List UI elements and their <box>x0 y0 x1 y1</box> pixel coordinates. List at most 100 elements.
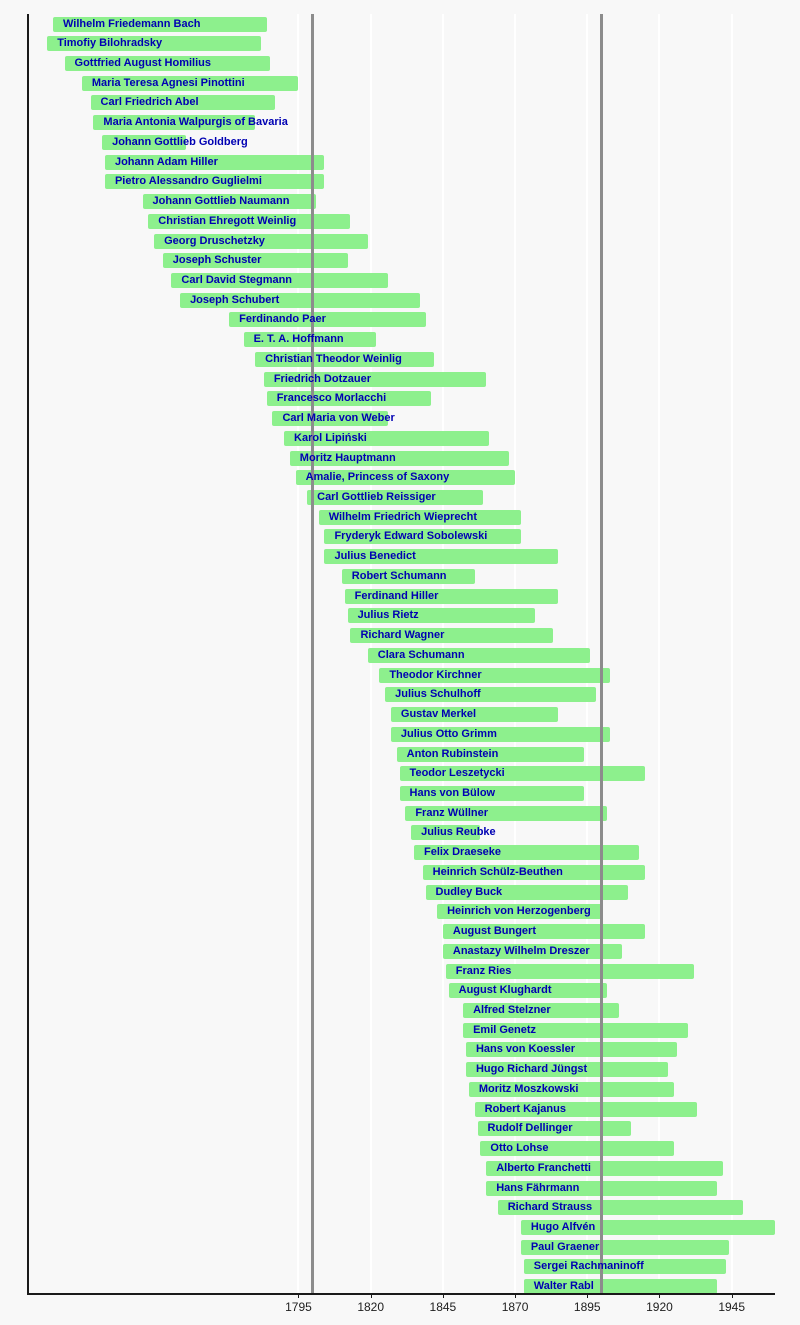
composer-link[interactable]: Maria Antonia Walpurgis of Bavaria <box>103 116 288 129</box>
composer-link[interactable]: Walter Rabl <box>533 1280 594 1293</box>
composer-link[interactable]: Johann Gottlieb Naumann <box>152 195 290 208</box>
composer-link[interactable]: Johann Gottlieb Goldberg <box>112 135 248 148</box>
composer-link[interactable]: Julius Benedict <box>334 550 416 563</box>
composer-link[interactable]: Clara Schumann <box>377 648 465 661</box>
lifespan-bar <box>81 75 299 91</box>
composer-link[interactable]: E. T. A. Hoffmann <box>253 333 344 346</box>
composer-link[interactable]: Alberto Franchetti <box>496 1161 591 1174</box>
composer-link[interactable]: Georg Druschetzky <box>164 234 265 247</box>
lifespan-bar <box>47 36 261 52</box>
composer-link[interactable]: Gustav Merkel <box>400 708 477 721</box>
timeline-row: Hugo Alfvén <box>27 1220 775 1236</box>
composer-link[interactable]: Sergei Rachmaninoff <box>533 1260 644 1273</box>
lifespan-bar <box>272 411 388 427</box>
composer-link[interactable]: August Klughardt <box>458 984 552 997</box>
composer-link[interactable]: Moritz Moszkowski <box>478 1082 579 1095</box>
lifespan-bar <box>445 963 695 979</box>
composer-link[interactable]: Hans Fährmann <box>496 1181 580 1194</box>
composer-link[interactable]: Carl Maria von Weber <box>282 412 395 425</box>
timeline-row: Teodor Leszetycki <box>27 766 775 782</box>
composer-link[interactable]: Anton Rubinstein <box>406 747 499 760</box>
composer-link[interactable]: Julius Reubke <box>421 826 496 839</box>
composer-link[interactable]: Christian Theodor Weinlig <box>265 352 402 365</box>
timeline-row: Julius Schulhoff <box>27 687 775 703</box>
timeline-row: Julius Reubke <box>27 825 775 841</box>
composer-link[interactable]: Teodor Leszetycki <box>409 767 505 780</box>
composer-link[interactable]: Dudley Buck <box>435 885 503 898</box>
timeline-row: Julius Benedict <box>27 549 775 565</box>
composer-link[interactable]: Robert Schumann <box>351 569 447 582</box>
lifespan-bar <box>523 1279 718 1295</box>
composer-link[interactable]: Julius Schulhoff <box>395 688 481 701</box>
composer-link[interactable]: Moritz Hauptmann <box>299 451 396 464</box>
timeline-row: Hans von Koessler <box>27 1042 775 1058</box>
axis-tick <box>731 1293 733 1298</box>
composer-link[interactable]: Timofiy Bilohradsky <box>57 37 163 50</box>
composer-link[interactable]: Heinrich von Herzogenberg <box>447 905 591 918</box>
composer-link[interactable]: Gottfried August Homilius <box>74 56 212 69</box>
composer-link[interactable]: Karol Lipiński <box>294 431 367 444</box>
timeline-row: Heinrich von Herzogenberg <box>27 904 775 920</box>
axis-tick-label: 1945 <box>718 1300 746 1314</box>
composer-link[interactable]: Franz Wüllner <box>415 806 489 819</box>
timeline-row: Clara Schumann <box>27 647 775 663</box>
lifespan-bar <box>425 884 628 900</box>
composer-link[interactable]: Franz Ries <box>455 964 512 977</box>
timeline-row: Georg Druschetzky <box>27 233 775 249</box>
lifespan-bar <box>347 608 536 624</box>
composer-link[interactable]: Francesco Morlacchi <box>276 392 387 405</box>
composer-link[interactable]: Julius Rietz <box>357 609 419 622</box>
composer-link[interactable]: Otto Lohse <box>490 1142 549 1155</box>
axis-tick <box>587 1293 589 1298</box>
lifespan-bar <box>341 568 475 584</box>
composer-link[interactable]: Richard Strauss <box>507 1201 593 1214</box>
lifespan-bar <box>229 312 426 328</box>
lifespan-bar <box>307 490 484 506</box>
composer-link[interactable]: Ferdinand Hiller <box>354 589 439 602</box>
composer-link[interactable]: Anastazy Wilhelm Dreszer <box>452 944 590 957</box>
composer-link[interactable]: Hans von Koessler <box>475 1043 576 1056</box>
composer-link[interactable]: Paul Graener <box>530 1240 600 1253</box>
timeline-row: Dudley Buck <box>27 884 775 900</box>
timeline-row: Gustav Merkel <box>27 707 775 723</box>
lifespan-bar <box>463 1003 620 1018</box>
lifespan-bar <box>411 825 481 841</box>
composer-link[interactable]: August Bungert <box>452 925 536 938</box>
composer-link[interactable]: Maria Teresa Agnesi Pinottini <box>91 76 245 89</box>
composer-link[interactable]: Carl David Stegmann <box>181 273 293 286</box>
composer-link[interactable]: Johann Adam Hiller <box>114 155 218 168</box>
composer-link[interactable]: Wilhelm Friedemann Bach <box>62 17 201 30</box>
composer-link[interactable]: Hugo Alfvén <box>530 1221 596 1234</box>
composer-link[interactable]: Ferdinando Paer <box>239 313 326 326</box>
timeline-row: Felix Draeseke <box>27 845 775 861</box>
lifespan-bar <box>405 805 608 821</box>
composer-link[interactable]: Julius Otto Grimm <box>400 727 497 740</box>
composer-link[interactable]: Alfred Stelzner <box>473 1004 551 1016</box>
timeline-row: Emil Genetz <box>27 1022 775 1038</box>
composer-link[interactable]: Felix Draeseke <box>423 846 502 859</box>
composer-link[interactable]: Wilhelm Friedrich Wieprecht <box>328 510 478 523</box>
timeline-row: Anastazy Wilhelm Dreszer <box>27 943 775 959</box>
composer-link[interactable]: Hugo Richard Jüngst <box>475 1063 588 1076</box>
composer-link[interactable]: Friedrich Dotzauer <box>273 372 371 385</box>
lifespan-bar <box>243 332 377 348</box>
lifespan-bar <box>480 1141 674 1157</box>
composer-link[interactable]: Emil Genetz <box>473 1023 537 1036</box>
lifespan-bar <box>390 707 559 723</box>
composer-link[interactable]: Robert Kajanus <box>484 1102 566 1115</box>
composer-link[interactable]: Heinrich Schülz-Beuthen <box>432 865 563 878</box>
composer-link[interactable]: Carl Friedrich Abel <box>100 96 199 109</box>
composer-link[interactable]: Theodor Kirchner <box>389 668 482 681</box>
composer-link[interactable]: Amalie, Princess of Saxony <box>305 471 450 484</box>
lifespan-bar <box>180 292 420 308</box>
composer-link[interactable]: Fryderyk Edward Sobolewski <box>334 530 488 543</box>
composer-link[interactable]: Joseph Schubert <box>190 293 280 306</box>
composer-link[interactable]: Carl Gottlieb Reissiger <box>317 491 436 504</box>
composer-link[interactable]: Hans von Bülow <box>409 786 496 799</box>
composer-link[interactable]: Christian Ehregott Weinlig <box>158 214 297 227</box>
composer-link[interactable]: Pietro Alessandro Guglielmi <box>114 175 262 188</box>
composer-link[interactable]: Rudolf Dellinger <box>487 1122 573 1135</box>
composer-link[interactable]: Joseph Schuster <box>172 254 262 267</box>
composer-link[interactable]: Richard Wagner <box>360 629 445 642</box>
lifespan-bar <box>520 1220 775 1236</box>
